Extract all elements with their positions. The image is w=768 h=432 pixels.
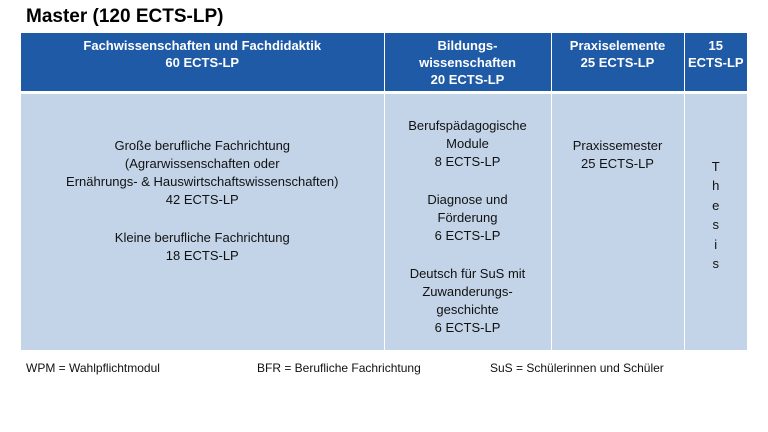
cell-text: geschichte	[436, 301, 499, 317]
cell-text: 8 ECTS-LP	[434, 153, 501, 169]
header-fachwissenschaften: Fachwissenschaften und Fachdidaktik 60 E…	[21, 33, 385, 92]
header-text: wissenschaften	[419, 55, 516, 70]
cell-fachrichtungen: Große berufliche Fachrichtung (Agrarwiss…	[21, 90, 385, 350]
header-text: 20 ECTS-LP	[430, 72, 505, 87]
body-row: Große berufliche Fachrichtung (Agrarwiss…	[21, 90, 747, 350]
thesis-letter: s	[712, 217, 720, 232]
cell-text: Kleine berufliche Fachrichtung	[114, 229, 290, 245]
header-text: 15	[708, 38, 723, 53]
cell-text: Zuwanderungs-	[422, 283, 513, 299]
header-thesis-credits: 15 ECTS-LP	[684, 33, 747, 92]
cell-text: (Agrarwissenschaften oder	[124, 155, 280, 171]
cell-text: 25 ECTS-LP	[581, 155, 654, 171]
cell-text: Große berufliche Fachrichtung	[114, 137, 291, 153]
thesis-letter: h	[712, 178, 720, 193]
cell-text: Förderung	[437, 209, 498, 225]
ects-table: Fachwissenschaften und Fachdidaktik 60 E…	[21, 33, 747, 350]
cell-bildungswissenschaften: Berufspädagogische Module 8 ECTS-LP Diag…	[384, 90, 552, 350]
thesis-letter: T	[711, 158, 720, 174]
cell-text: 6 ECTS-LP	[434, 319, 501, 335]
header-text: Praxiselemente	[569, 38, 666, 53]
footnote-wpm: WPM = Wahlpflichtmodul	[26, 361, 160, 375]
page-title: Master (120 ECTS-LP)	[26, 6, 224, 27]
header-text: ECTS-LP	[687, 55, 744, 70]
cell-text: 6 ECTS-LP	[434, 227, 501, 243]
footnote-sus: SuS = Schülerinnen und Schüler	[490, 361, 664, 375]
cell-text: 42 ECTS-LP	[165, 191, 239, 207]
cell-text: Diagnose und	[427, 191, 508, 207]
header-text: Bildungs-	[437, 38, 498, 53]
cell-text: Deutsch für SuS mit	[409, 265, 526, 281]
header-text: Fachwissenschaften und Fachdidaktik	[83, 38, 322, 53]
thesis-letter: s	[712, 256, 720, 271]
cell-text: 18 ECTS-LP	[165, 247, 239, 263]
header-praxiselemente: Praxiselemente 25 ECTS-LP	[551, 33, 685, 92]
cell-text: Ernährungs- & Hauswirtschaftswissenschaf…	[66, 173, 339, 189]
header-text: 25 ECTS-LP	[580, 55, 655, 70]
thesis-letter: i	[714, 236, 718, 252]
header-row: Fachwissenschaften und Fachdidaktik 60 E…	[21, 33, 747, 92]
cell-text: Module	[446, 135, 489, 151]
thesis-letter: e	[712, 197, 720, 213]
footnote-bfr: BFR = Berufliche Fachrichtung	[257, 361, 421, 375]
cell-praxissemester: Praxissemester 25 ECTS-LP	[551, 90, 685, 350]
cell-thesis: T h e s i s	[684, 90, 747, 350]
header-text: 60 ECTS-LP	[165, 55, 240, 70]
header-bildungswissenschaften: Bildungs- wissenschaften 20 ECTS-LP	[384, 33, 552, 92]
cell-text: Berufspädagogische	[408, 117, 527, 133]
cell-text: Praxissemester	[572, 137, 663, 153]
